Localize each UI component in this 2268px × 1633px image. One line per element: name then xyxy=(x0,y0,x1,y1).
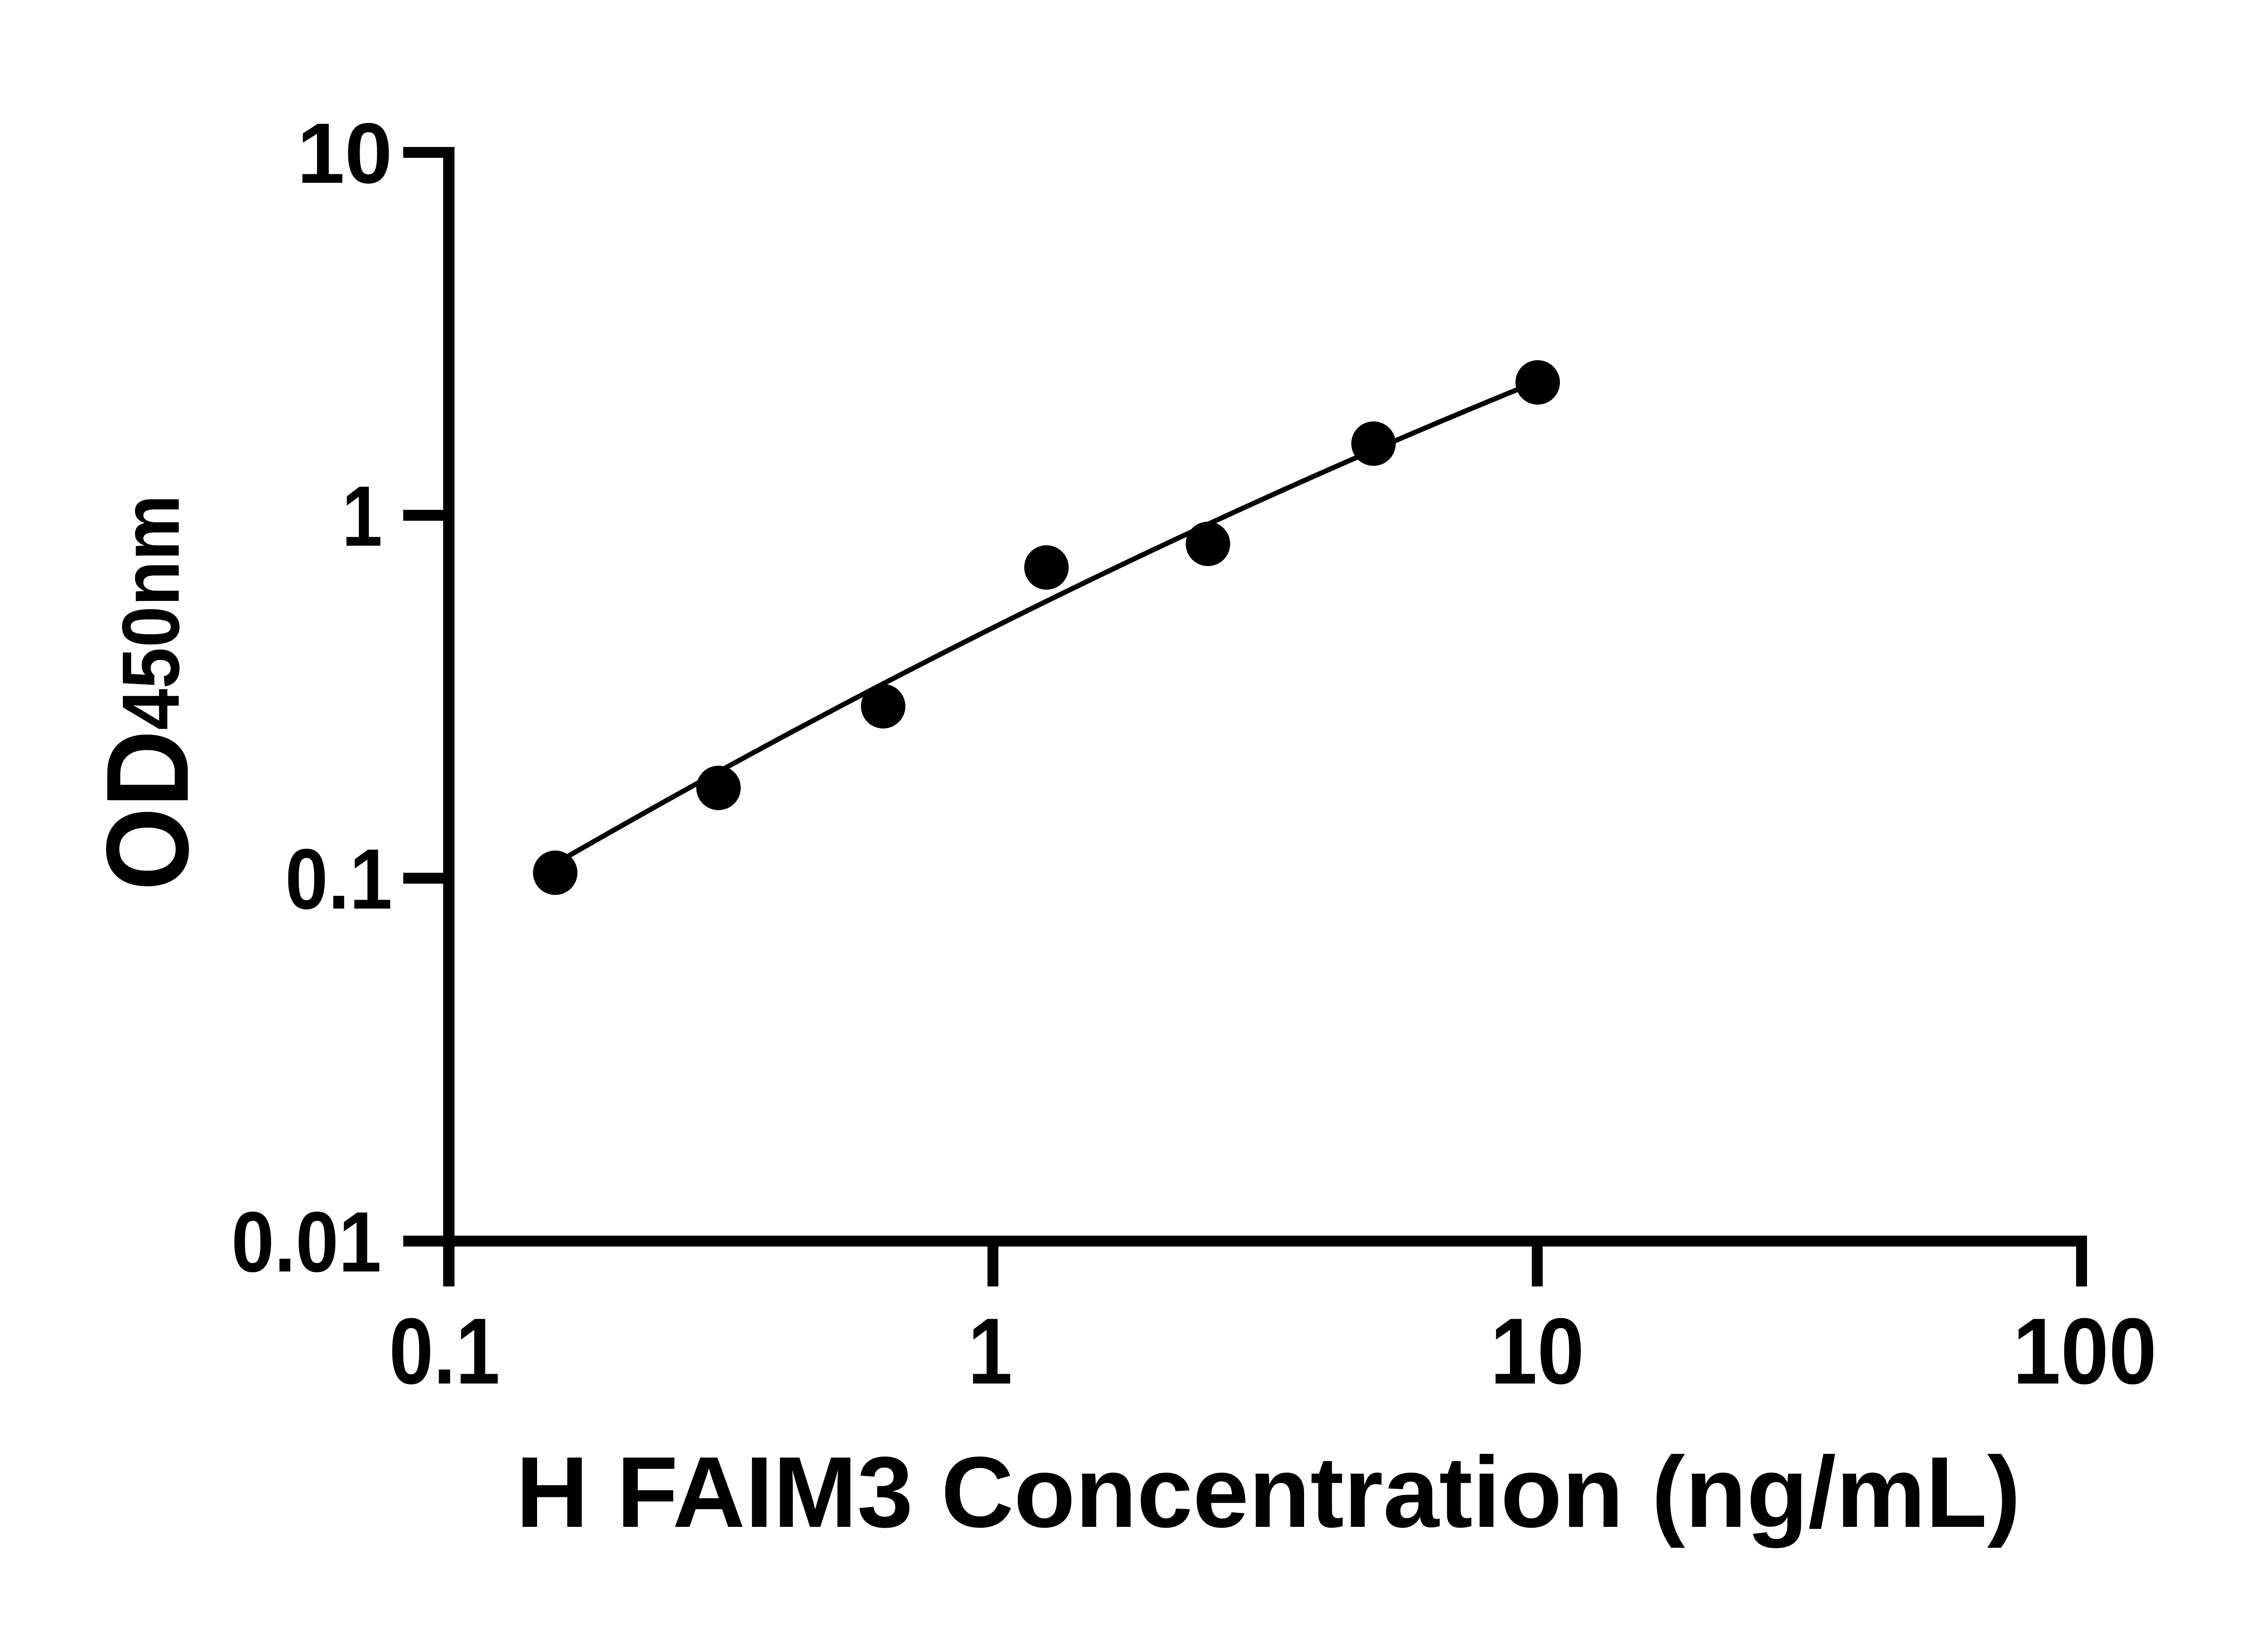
svg-text:10: 10 xyxy=(1490,1299,1584,1403)
svg-text:OD450nm: OD450nm xyxy=(82,494,213,890)
svg-text:100: 100 xyxy=(2013,1299,2157,1404)
svg-text:10: 10 xyxy=(297,106,392,201)
svg-text:0.1: 0.1 xyxy=(389,1299,500,1404)
svg-text:0.1: 0.1 xyxy=(285,831,392,927)
svg-text:0.01: 0.01 xyxy=(231,1194,381,1290)
svg-text:H FAIM3 Concentration (ng/mL): H FAIM3 Concentration (ng/mL) xyxy=(516,1436,2021,1549)
svg-text:1: 1 xyxy=(342,469,382,564)
svg-text:1: 1 xyxy=(968,1299,1012,1404)
